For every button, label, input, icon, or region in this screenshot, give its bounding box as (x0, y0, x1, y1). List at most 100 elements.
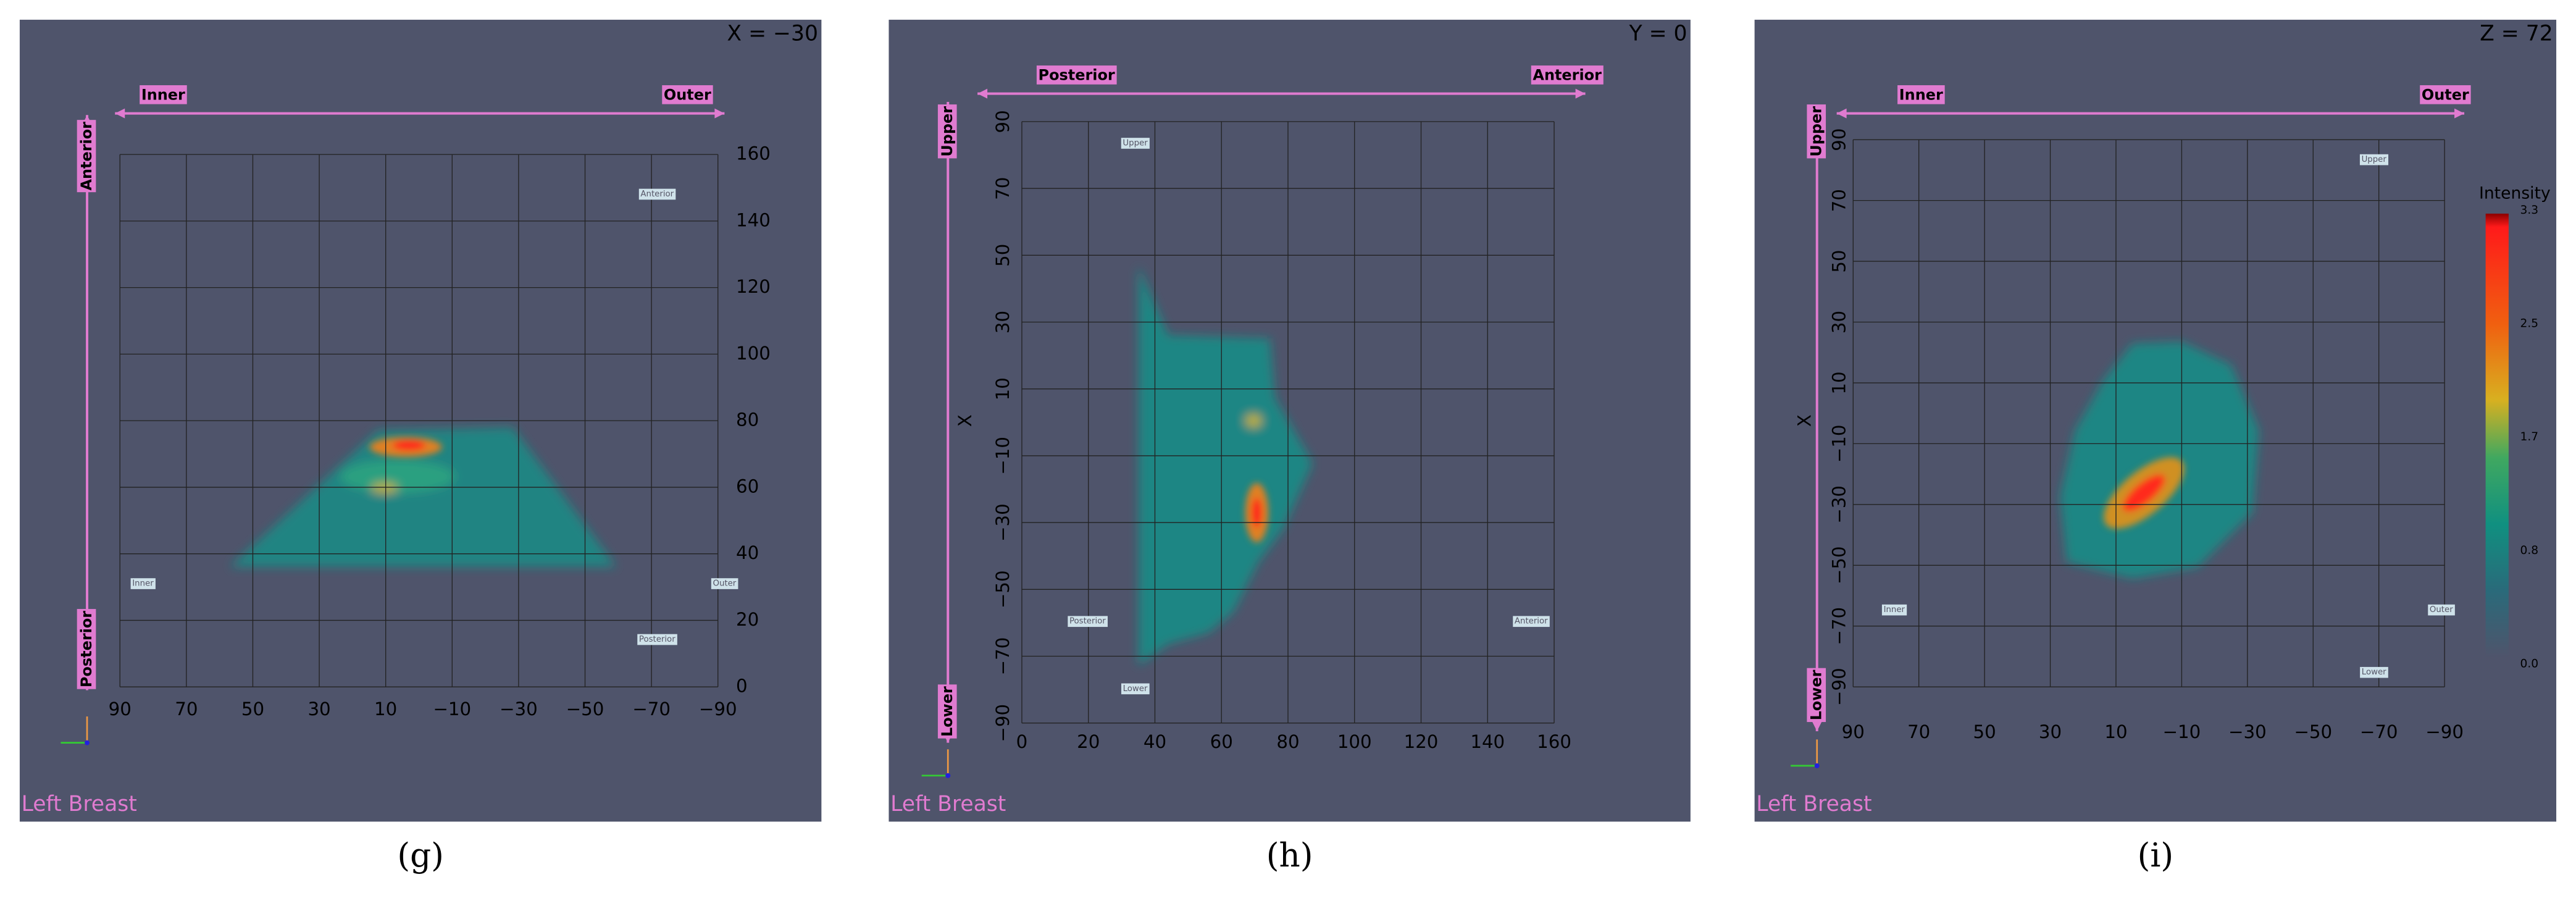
y-tick-label: −90 (1828, 668, 1849, 706)
arrow-label-bg (1531, 65, 1604, 85)
x-tick-label: −70 (2360, 721, 2398, 742)
slice-label-group: Outer (2428, 604, 2455, 616)
arrow-label: Anterior (1533, 66, 1602, 83)
x-tick-label: 90 (1842, 721, 1865, 742)
arrow-label: Upper (1808, 106, 1825, 157)
y-tick-label: −90 (992, 704, 1013, 742)
y-tick-label: −50 (1828, 546, 1849, 584)
slice-label-bg (1121, 138, 1150, 149)
colorbar-label: 0.0 (2520, 657, 2539, 670)
arrow-label: Outer (664, 86, 711, 103)
arrow-label: Upper (939, 106, 956, 157)
corner-label: Z = 72 (2480, 21, 2553, 46)
y-tick-label: 70 (1828, 189, 1849, 212)
slice-label-group: Inner (1881, 604, 1907, 616)
arrow-label: Inner (1899, 86, 1943, 103)
hotspot (369, 437, 442, 457)
slice-label-group: Upper (2359, 154, 2389, 166)
y-tick-label: 140 (736, 209, 771, 230)
axis-title: X (1794, 414, 1815, 427)
hotspot (1245, 483, 1269, 543)
x-tick-label: −30 (500, 699, 538, 720)
arrow-label-bg (77, 609, 96, 689)
x-tick-label: 100 (1337, 731, 1372, 752)
y-tick-label: 60 (736, 476, 759, 497)
hotspot (2104, 457, 2185, 529)
x-tick-label: 50 (1973, 721, 1996, 742)
panel: 0 20 40 60 80 100 120 140 160 90 70 50 30 10 −10 −30 −50… (889, 19, 1691, 822)
slice-label-group: Anterior (1513, 616, 1550, 627)
slice-label: Inner (132, 579, 154, 589)
arrow-label-bg (1807, 104, 1826, 159)
slice-label: Inner (1884, 605, 1905, 615)
slice-label-group: Outer (711, 578, 738, 589)
slice-label-bg (2359, 154, 2389, 166)
panel: 90 70 50 30 10 −10 −30 −50 −70 −90 160 140 120 100 80 6… (19, 19, 822, 822)
arrow-label-group: Upper (1807, 104, 1826, 159)
corner-label: Y = 0 (1628, 21, 1687, 46)
colorbar-label: 1.7 (2520, 430, 2539, 443)
triad (85, 740, 90, 745)
x-tick-label: −50 (2294, 721, 2332, 742)
x-tick-label: 160 (1537, 731, 1571, 752)
arrow-label-group: Anterior (1531, 65, 1604, 85)
x-tick-label: 30 (2039, 721, 2062, 742)
x-tick-label: 40 (1144, 731, 1166, 752)
x-tick-label: 20 (1077, 731, 1100, 752)
y-tick-label: −10 (992, 437, 1013, 475)
slice-label-bg (1121, 683, 1150, 695)
slice-label: Lower (1123, 684, 1148, 694)
slice-label-group: Lower (2360, 666, 2388, 678)
colorbar-title: Intensity (2479, 183, 2551, 203)
y-tick-label: 10 (1828, 371, 1849, 394)
slice-label: Outer (713, 579, 736, 589)
arrow-label-bg (1036, 65, 1117, 85)
y-tick-label: 20 (736, 609, 759, 630)
x-tick-label: −30 (2228, 721, 2267, 742)
watermark: Left Breast (22, 792, 137, 816)
slice-label-bg (130, 578, 156, 589)
arrow-label-group: Posterior (1036, 65, 1117, 85)
arrow-label-group: Outer (2420, 85, 2471, 104)
slice-label-bg (638, 188, 676, 200)
x-tick-label: 140 (1470, 731, 1505, 752)
arrow-label-bg (1807, 668, 1826, 723)
colorbar-label: 3.3 (2520, 204, 2539, 217)
y-tick-label: 70 (992, 177, 1013, 199)
caption: (h) (1266, 836, 1313, 875)
arrow-label-group: Inner (1897, 85, 1945, 104)
x-tick-label: 80 (1276, 731, 1299, 752)
arrow-label: Anterior (78, 122, 95, 191)
y-tick-label: −30 (1828, 485, 1849, 524)
triad (1814, 763, 1820, 768)
x-tick-label: 120 (1404, 731, 1439, 752)
x-tick-label: −50 (566, 699, 604, 720)
caption: (i) (2138, 836, 2174, 875)
slice-label: Posterior (639, 635, 675, 644)
arrow-label-group: Lower (1807, 668, 1826, 723)
slice-label-bg (1513, 616, 1550, 627)
slice-label: Lower (2362, 668, 2386, 677)
slice-label: Upper (1123, 138, 1148, 148)
corner-label: X = −30 (727, 21, 818, 46)
slice-label: Posterior (1069, 617, 1106, 626)
x-tick-label: −10 (2163, 721, 2201, 742)
heatmap (1138, 266, 1313, 666)
y-tick-label: 160 (736, 143, 771, 164)
y-tick-label: 80 (736, 409, 759, 430)
heatmap (230, 427, 616, 567)
x-tick-label: 60 (1210, 731, 1233, 752)
x-tick-label: −90 (699, 699, 737, 720)
colorbar-label: 2.5 (2520, 317, 2539, 330)
y-tick-label: 100 (736, 343, 771, 364)
x-tick-label: −90 (2425, 721, 2464, 742)
arrow-label-bg (662, 85, 713, 104)
arrow-label-bg (77, 120, 96, 193)
x-tick-label: 70 (175, 699, 198, 720)
panel: 90 70 50 30 10 −10 −30 −50 −70 −90 90 70 50 30 10 −10 −3… (1754, 19, 2557, 822)
axis-title: X (955, 414, 976, 427)
x-tick-label: 0 (1016, 731, 1028, 752)
arrow-label-group: Lower (937, 684, 957, 739)
y-tick-label: −30 (992, 503, 1013, 542)
